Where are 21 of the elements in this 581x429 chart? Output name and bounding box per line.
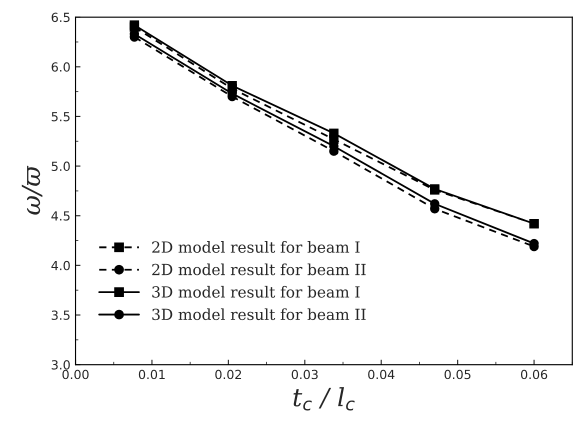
y-tick-label: 3.0 (52, 360, 70, 370)
x-tick-label: 0.06 (520, 370, 548, 380)
x-tick-label: 0.04 (368, 370, 394, 380)
y-tick-label: 6.5 (52, 12, 70, 22)
legend-label: 3D model result for beam II (152, 308, 366, 320)
y-tick-label: 3.5 (52, 310, 70, 320)
x-tick-label: 0.05 (444, 370, 470, 380)
x-tick-label: 0.03 (292, 370, 318, 380)
y-tick-label: 4.0 (51, 260, 70, 270)
y-tick-label: 5.5 (52, 112, 70, 122)
x-tick-label: 0.00 (62, 370, 89, 380)
y-axis-title: ω/ϖ (22, 166, 42, 215)
x-tick-label: 0.01 (138, 370, 165, 380)
legend-label: 2D model result for beam I (152, 241, 360, 253)
legend-label: 3D model result for beam I (152, 286, 360, 298)
y-tick-label: 4.5 (51, 211, 70, 221)
y-tick-label: 5.0 (52, 162, 70, 172)
x-tick-label: 0.02 (215, 370, 242, 380)
x-axis-title: t$_{c}$ / l$_{c}$ (294, 387, 355, 411)
legend-label: 2D model result for beam II (152, 263, 366, 276)
y-tick-label: 6.0 (52, 62, 70, 72)
